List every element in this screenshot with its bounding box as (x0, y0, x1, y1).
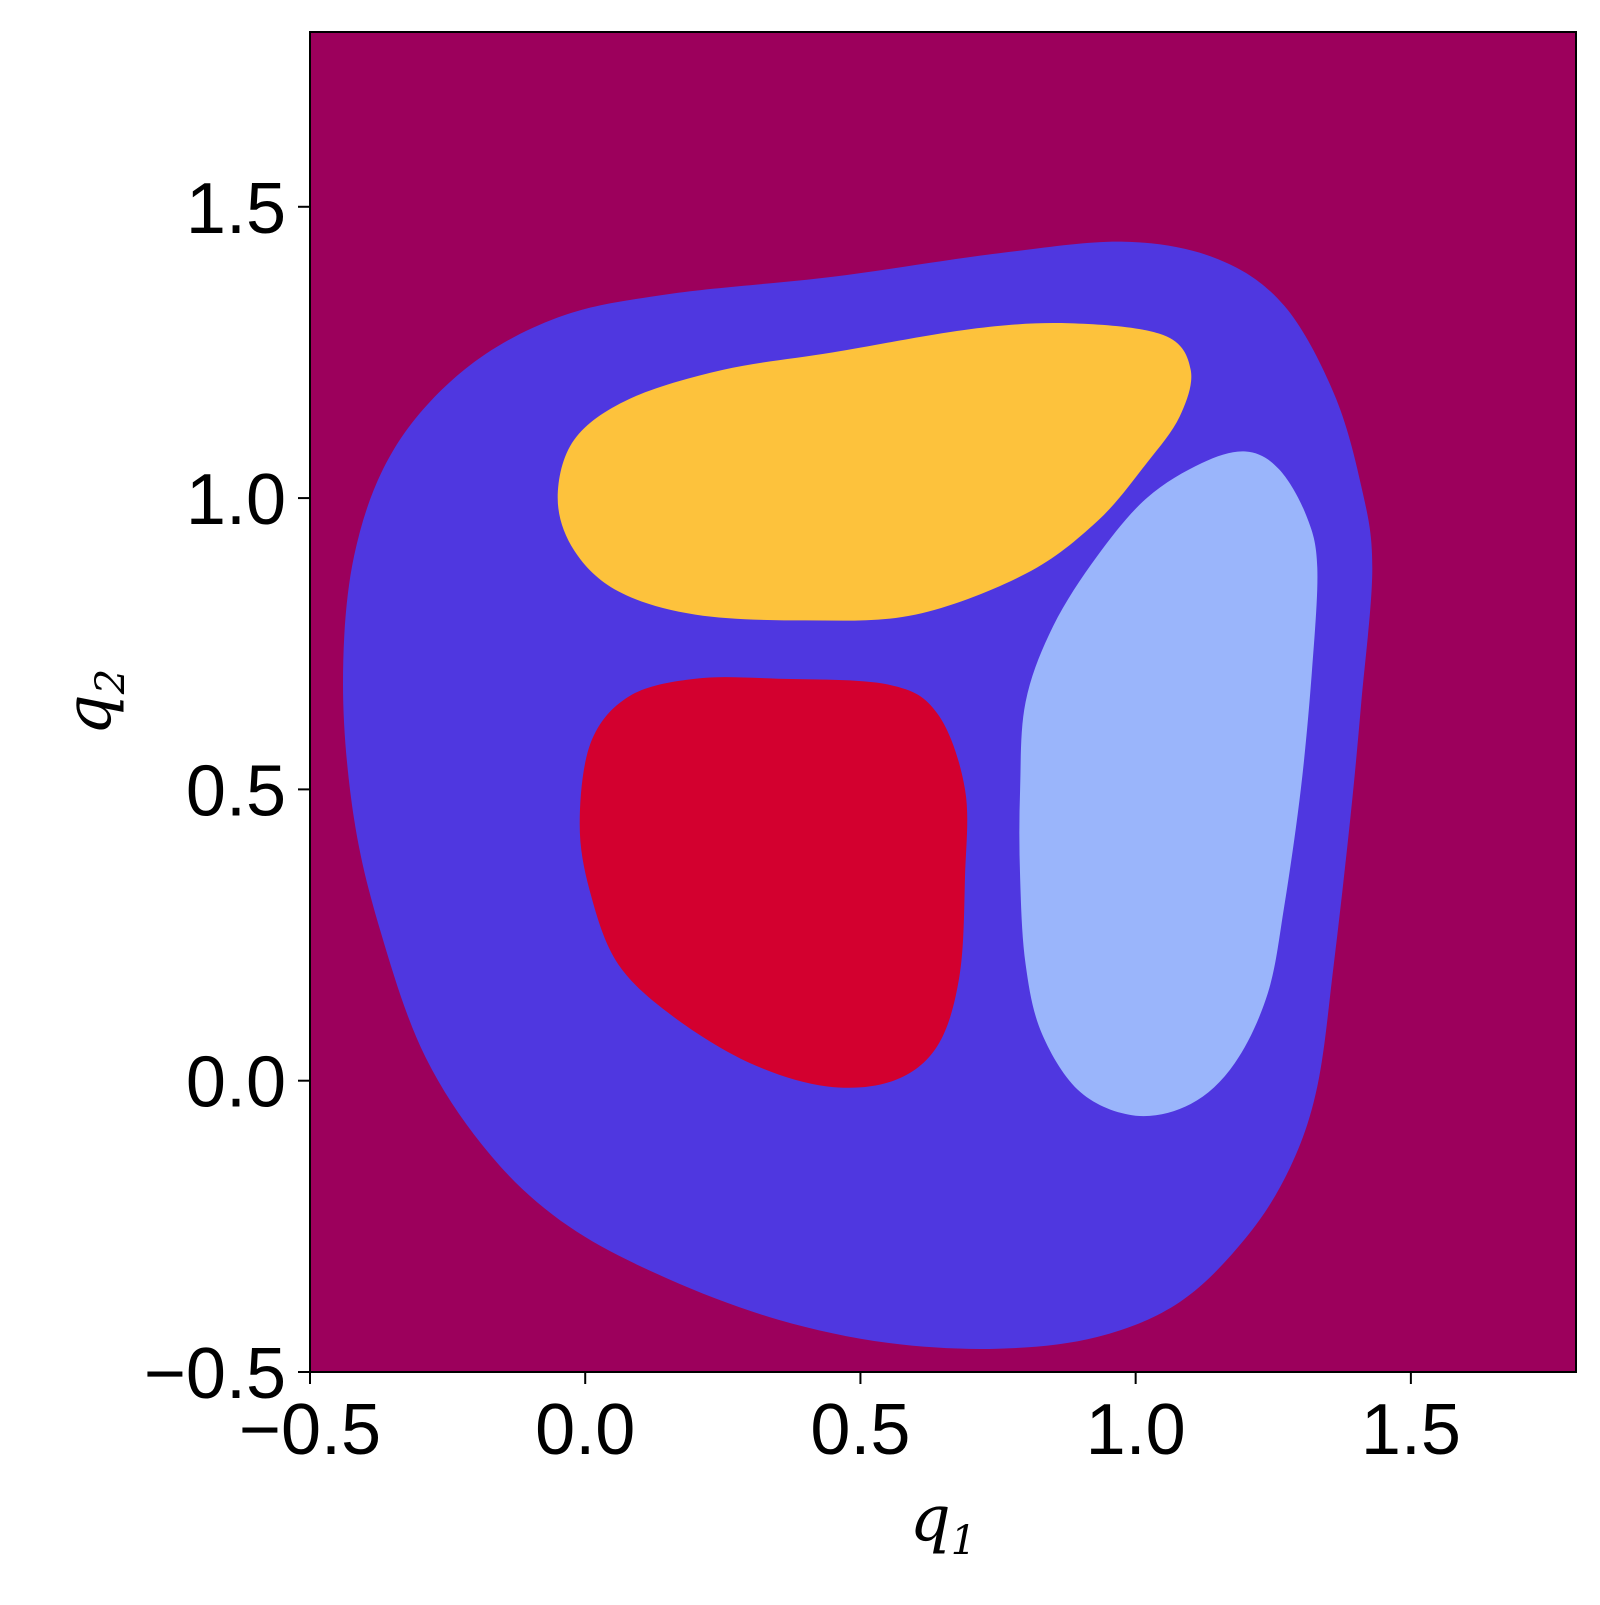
y-axis: −0.5 0.0 0.5 1.0 1.5 (144, 169, 310, 1414)
y-tick-label: 1.0 (186, 460, 286, 540)
x-axis-label-base: q (910, 1482, 951, 1556)
y-tick-label: −0.5 (144, 1334, 286, 1414)
x-axis-label: q1 (910, 1482, 976, 1564)
x-tick-label: 0.0 (535, 1390, 635, 1470)
y-tick-label: 0.0 (186, 1043, 286, 1123)
y-axis-label-sub: 2 (88, 669, 134, 695)
y-tick-label: 0.5 (186, 751, 286, 831)
y-tick-label: 1.5 (186, 169, 286, 249)
region-1 (557, 323, 1192, 621)
x-axis-label-sub: 1 (951, 1518, 976, 1564)
x-tick-label: 0.5 (810, 1390, 910, 1470)
plot-frame (309, 31, 1577, 1373)
x-tick-label: 1.5 (1361, 1390, 1461, 1470)
plot-area (310, 32, 1576, 1372)
x-axis: −0.5 0.0 0.5 1.0 1.5 (239, 1372, 1461, 1470)
y-axis-label: q2 (52, 669, 134, 735)
x-tick-label: −0.5 (239, 1390, 381, 1470)
x-tick-label: 1.0 (1086, 1390, 1186, 1470)
y-axis-label-base: q (52, 694, 126, 735)
region-2 (579, 677, 968, 1088)
region-3 (1019, 451, 1318, 1117)
